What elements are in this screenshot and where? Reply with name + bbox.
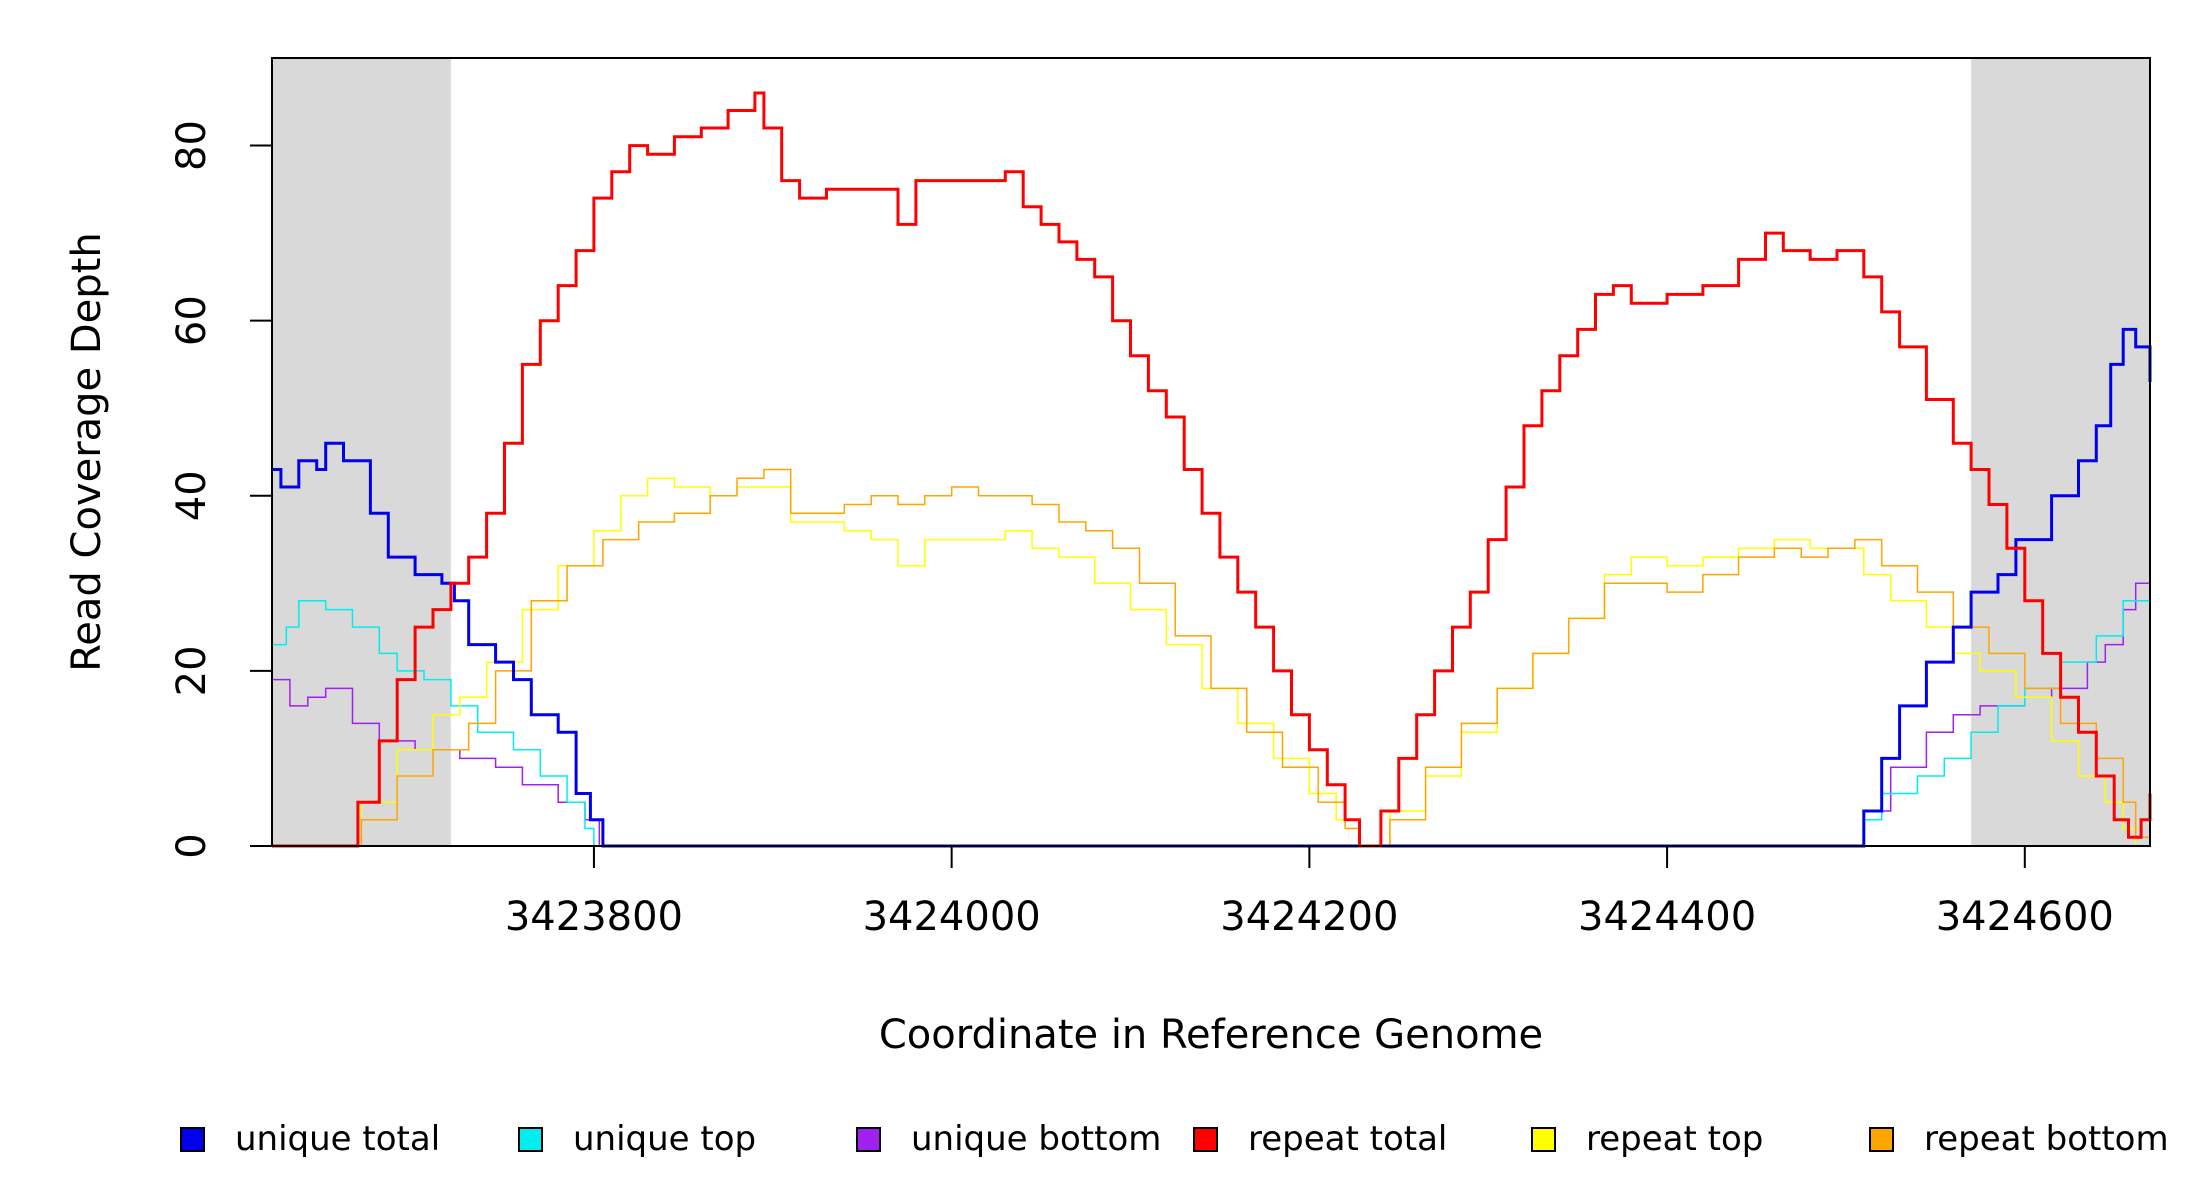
y-tick-label: 60 bbox=[169, 295, 215, 346]
y-tick-label: 20 bbox=[169, 645, 215, 696]
series-lines bbox=[272, 91, 2152, 848]
legend-label-repeat-total: repeat total bbox=[1248, 1119, 1448, 1159]
legend-label-repeat-bottom: repeat bottom bbox=[1924, 1119, 2169, 1159]
legend-item-unique-top: unique top bbox=[518, 1104, 756, 1174]
legend-label-unique-top: unique top bbox=[573, 1119, 757, 1159]
plot-frame bbox=[271, 57, 2151, 847]
y-axis: 0 20 40 60 80 bbox=[169, 120, 272, 859]
x-tick-label: 3424400 bbox=[1578, 894, 1756, 940]
series-repeat-total bbox=[272, 91, 2152, 848]
legend-label-unique-total: unique total bbox=[235, 1119, 441, 1159]
shaded-region-1 bbox=[272, 58, 451, 846]
legend-swatch-repeat-total bbox=[1193, 1126, 1218, 1152]
x-tick-label: 3424200 bbox=[1220, 894, 1398, 940]
x-tick-label: 3424000 bbox=[863, 894, 1041, 940]
y-tick-label: 80 bbox=[169, 120, 215, 171]
y-tick-label: 0 bbox=[169, 833, 215, 858]
x-axis-label: Coordinate in Reference Genome bbox=[879, 1012, 1543, 1058]
x-tick-label: 3423800 bbox=[505, 894, 683, 940]
legend-item-unique-bottom: unique bottom bbox=[856, 1104, 1161, 1174]
shaded-regions bbox=[272, 58, 2150, 846]
legend-item-repeat-bottom: repeat bottom bbox=[1869, 1104, 2169, 1174]
y-tick-label: 40 bbox=[169, 470, 215, 521]
x-axis: 3423800 3424000 3424200 3424400 3424600 bbox=[505, 846, 2114, 940]
legend-swatch-repeat-bottom bbox=[1869, 1126, 1894, 1152]
legend: unique total unique top unique bottom re… bbox=[0, 1104, 2200, 1174]
series-unique-total bbox=[272, 327, 2152, 848]
legend-item-unique-total: unique total bbox=[180, 1104, 440, 1174]
legend-label-repeat-top: repeat top bbox=[1586, 1119, 1764, 1159]
legend-swatch-unique-bottom bbox=[856, 1126, 881, 1152]
legend-item-repeat-total: repeat total bbox=[1193, 1104, 1447, 1174]
legend-swatch-unique-top bbox=[518, 1126, 543, 1152]
legend-swatch-repeat-top bbox=[1531, 1126, 1556, 1152]
legend-swatch-unique-total bbox=[180, 1126, 205, 1152]
series-repeat-bottom bbox=[272, 468, 2151, 847]
y-axis-label: Read Coverage Depth bbox=[64, 232, 110, 671]
series-repeat-top bbox=[272, 477, 2151, 847]
legend-label-unique-bottom: unique bottom bbox=[911, 1119, 1162, 1159]
x-tick-label: 3424600 bbox=[1936, 894, 2114, 940]
legend-item-repeat-top: repeat top bbox=[1531, 1104, 1763, 1174]
